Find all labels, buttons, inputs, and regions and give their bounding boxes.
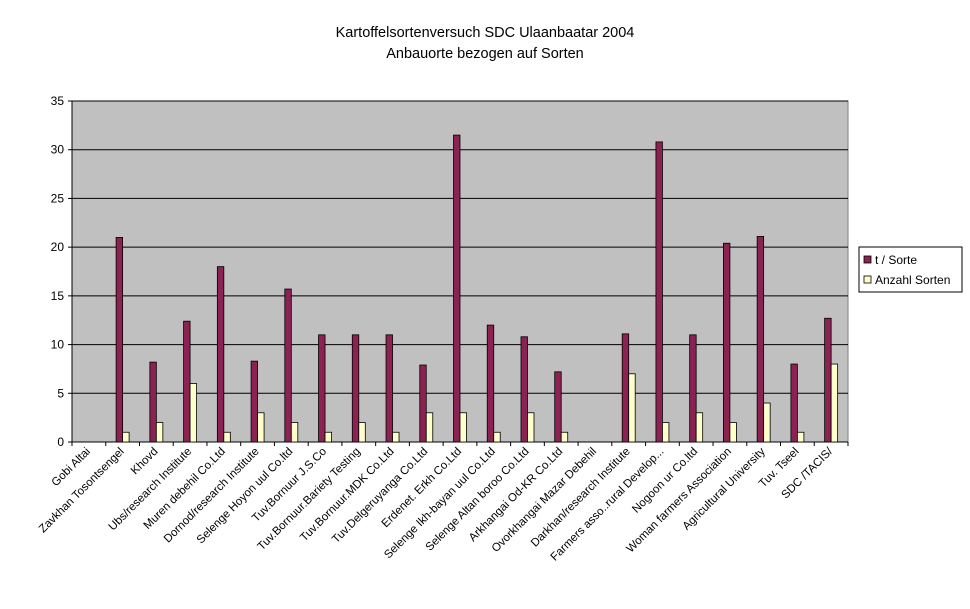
bar-anzahl-sorten[interactable] — [392, 431, 400, 443]
y-tick-label: 5 — [57, 386, 64, 400]
bar-anzahl-sorten[interactable] — [830, 363, 839, 443]
bar-t-sorte[interactable] — [284, 288, 292, 443]
bar-anzahl-sorten[interactable] — [223, 431, 231, 443]
bar-t-sorte[interactable] — [216, 266, 225, 443]
bar-t-sorte[interactable] — [756, 236, 765, 443]
bar-t-sorte[interactable] — [385, 334, 393, 443]
bar-anzahl-sorten[interactable] — [459, 412, 467, 443]
chart-subtitle: Anbauorte bezogen auf Sorten — [386, 46, 584, 62]
legend-label-t-sorte: t / Sorte — [875, 253, 917, 267]
bar-t-sorte[interactable] — [520, 336, 528, 443]
bar-anzahl-sorten[interactable] — [763, 402, 771, 443]
bar-anzahl-sorten[interactable] — [155, 422, 164, 443]
bar-t-sorte[interactable] — [824, 317, 832, 443]
bar-anzahl-sorten[interactable] — [257, 412, 265, 443]
bar-t-sorte[interactable] — [554, 371, 562, 443]
bar-anzahl-sorten[interactable] — [358, 422, 366, 443]
bar-t-sorte[interactable] — [790, 363, 798, 443]
legend-label-anzahl-sorten: Anzahl Sorten — [875, 273, 950, 287]
chart-title: Kartoffelsortenversuch SDC Ulaanbaatar 2… — [336, 25, 635, 41]
y-tick-label: 35 — [51, 94, 65, 108]
bar-anzahl-sorten[interactable] — [189, 383, 197, 443]
bar-t-sorte[interactable] — [486, 324, 495, 443]
bar-t-sorte[interactable] — [250, 360, 258, 443]
bar-anzahl-sorten[interactable] — [695, 412, 704, 443]
bar-t-sorte[interactable] — [419, 364, 427, 443]
bar-anzahl-sorten[interactable] — [425, 412, 434, 443]
bar-anzahl-sorten[interactable] — [729, 422, 737, 443]
bar-t-sorte[interactable] — [115, 236, 124, 443]
bar-anzahl-sorten[interactable] — [796, 431, 805, 443]
bar-t-sorte[interactable] — [183, 320, 191, 443]
bar-anzahl-sorten[interactable] — [527, 412, 535, 443]
legend-swatch-t-sorte — [863, 255, 872, 264]
bar-t-sorte[interactable] — [453, 134, 461, 443]
bar-t-sorte[interactable] — [149, 361, 157, 443]
y-tick-label: 20 — [51, 240, 65, 254]
legend-swatch-anzahl-sorten — [863, 275, 872, 284]
bar-anzahl-sorten[interactable] — [560, 431, 569, 443]
bar-anzahl-sorten[interactable] — [662, 422, 670, 443]
y-tick-label: 25 — [51, 191, 65, 205]
bar-anzahl-sorten[interactable] — [628, 373, 636, 443]
bar-anzahl-sorten[interactable] — [290, 422, 299, 443]
y-tick-label: 10 — [51, 338, 65, 352]
x-tick-label: Khovd — [129, 446, 161, 478]
bar-t-sorte[interactable] — [689, 334, 697, 443]
legend — [858, 246, 963, 293]
bar-t-sorte[interactable] — [351, 334, 360, 443]
bar-anzahl-sorten[interactable] — [122, 431, 130, 443]
bar-t-sorte[interactable] — [655, 141, 663, 443]
y-tick-label: 0 — [57, 435, 64, 449]
bar-anzahl-sorten[interactable] — [324, 431, 332, 443]
bar-t-sorte[interactable] — [723, 242, 731, 443]
y-tick-label: 30 — [51, 143, 65, 157]
y-tick-label: 15 — [51, 289, 65, 303]
bar-t-sorte[interactable] — [318, 334, 326, 443]
bar-t-sorte[interactable] — [621, 333, 630, 443]
bar-anzahl-sorten[interactable] — [493, 431, 501, 443]
